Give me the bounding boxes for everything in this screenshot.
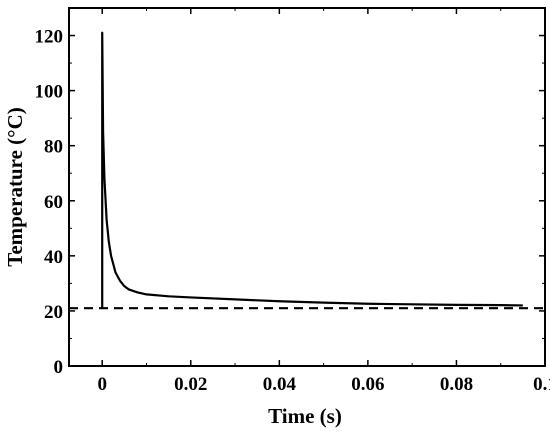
y-tick-label: 120: [35, 27, 64, 48]
plot-area: [68, 7, 546, 367]
y-tick-label: 40: [44, 247, 63, 268]
x-tick-label: 0.06: [351, 374, 384, 395]
x-tick-label: 0.1: [533, 374, 550, 395]
x-tick-label: 0.04: [263, 374, 297, 395]
series-layer: [69, 31, 545, 310]
x-tick-label: 0: [97, 374, 107, 395]
y-tick-label: 100: [35, 82, 64, 103]
x-tick-label: 0.02: [174, 374, 207, 395]
y-tick-label: 80: [44, 137, 63, 158]
y-tick-label: 0: [54, 357, 64, 378]
y-tick-label: 20: [44, 302, 63, 323]
temperature-curve: [101, 31, 523, 309]
x-axis-label: Time (s): [268, 404, 342, 428]
y-tick-label: 60: [44, 192, 63, 213]
plot-frame: [68, 7, 546, 367]
x-axis-ticks: 0 0.02 0.04 0.06 0.08 0.1: [97, 8, 550, 395]
y-axis-ticks: 0 20 40 60 80 100 120: [35, 27, 545, 378]
y-axis-label: Temperature (°C): [3, 107, 27, 266]
x-tick-label: 0.08: [440, 374, 473, 395]
